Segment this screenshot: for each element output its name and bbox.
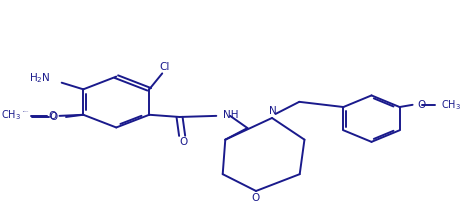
Text: H$_2$N: H$_2$N xyxy=(29,71,51,85)
Text: O: O xyxy=(252,193,260,203)
Text: methoxy: methoxy xyxy=(23,111,29,112)
Text: O: O xyxy=(418,100,426,110)
Text: CH$_3$: CH$_3$ xyxy=(0,109,20,122)
Text: O: O xyxy=(48,111,56,121)
Text: CH$_3$: CH$_3$ xyxy=(441,98,461,112)
Text: O: O xyxy=(50,112,58,122)
Text: N: N xyxy=(269,106,276,116)
Text: O: O xyxy=(179,137,187,147)
Text: Cl: Cl xyxy=(159,62,170,72)
Text: NH: NH xyxy=(223,110,239,120)
